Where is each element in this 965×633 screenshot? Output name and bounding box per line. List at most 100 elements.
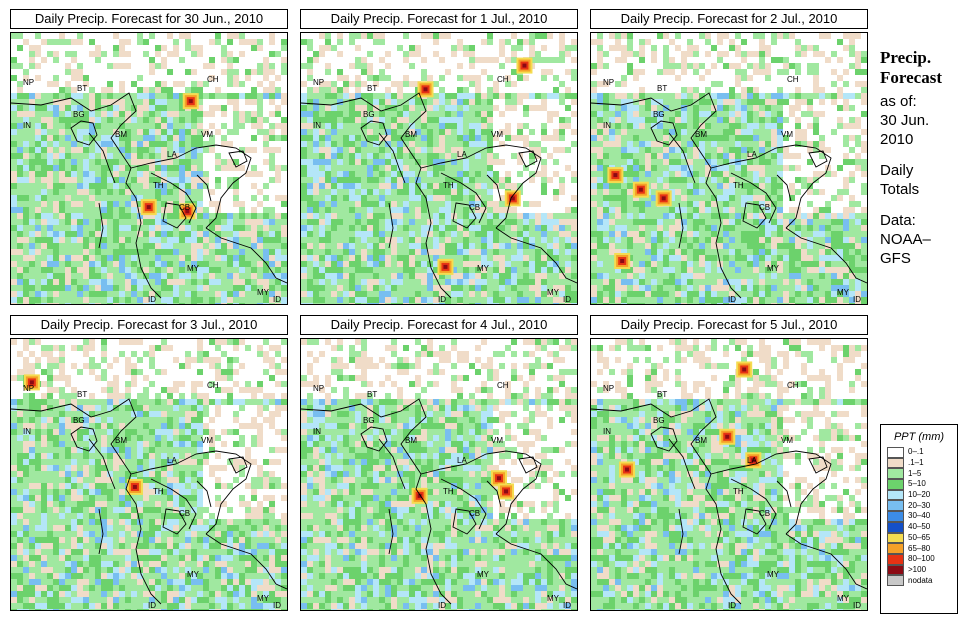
precip-cell <box>777 177 783 183</box>
precip-cell <box>89 207 95 213</box>
precip-cell <box>397 87 403 93</box>
precip-cell <box>571 225 577 231</box>
precip-cell <box>95 213 101 219</box>
precip-cell <box>53 51 59 57</box>
precip-cell <box>487 141 493 147</box>
precip-cell <box>203 255 209 261</box>
precip-cell <box>621 45 627 51</box>
precip-cell <box>609 105 615 111</box>
precip-cell <box>615 147 621 153</box>
precip-cell <box>765 159 771 165</box>
precip-cell <box>615 183 621 189</box>
precip-cell <box>499 195 505 201</box>
precip-cell <box>53 147 59 153</box>
precip-cell <box>657 135 663 141</box>
precip-cell <box>47 123 53 129</box>
precip-cell <box>591 99 597 105</box>
precip-cell <box>535 57 541 63</box>
precip-cell <box>125 117 131 123</box>
precip-cell <box>651 243 657 249</box>
precip-cell <box>451 195 457 201</box>
precip-cell <box>499 297 505 303</box>
precip-cell <box>663 237 669 243</box>
precip-cell <box>627 129 633 135</box>
precip-cell <box>209 63 215 69</box>
precip-cell <box>759 105 765 111</box>
precip-cell <box>149 57 155 63</box>
precip-cell <box>337 273 343 279</box>
precip-cell <box>47 117 53 123</box>
precip-cell <box>831 99 837 105</box>
precip-cell <box>433 39 439 45</box>
precip-cell <box>155 177 161 183</box>
precip-cell <box>89 147 95 153</box>
precip-cell <box>197 81 203 87</box>
precip-cell <box>463 231 469 237</box>
precip-cell <box>819 237 825 243</box>
precip-cell <box>313 213 319 219</box>
precip-cell <box>849 105 855 111</box>
precip-cell <box>319 81 325 87</box>
precip-cell <box>529 213 535 219</box>
precip-cell <box>325 249 331 255</box>
precip-cell <box>155 207 161 213</box>
precip-cell <box>179 249 185 255</box>
precip-cell <box>559 135 565 141</box>
precip-cell <box>493 279 499 285</box>
precip-cell <box>445 177 451 183</box>
precip-cell <box>427 231 433 237</box>
precip-cell <box>541 93 547 99</box>
precip-cell <box>753 237 759 243</box>
precip-cell <box>511 255 517 261</box>
precip-cell <box>705 231 711 237</box>
precip-cell <box>325 297 331 303</box>
precip-cell <box>41 135 47 141</box>
precip-cell <box>747 273 753 279</box>
precip-cell <box>391 135 397 141</box>
precip-cell <box>753 111 759 117</box>
precip-cell <box>337 39 343 45</box>
precip-cell <box>777 129 783 135</box>
precip-cell <box>29 291 35 297</box>
precip-cell <box>47 111 53 117</box>
precip-cell <box>457 273 463 279</box>
precip-cell <box>741 183 747 189</box>
precip-cell <box>753 177 759 183</box>
precip-cell <box>269 123 275 129</box>
precip-cell <box>137 279 143 285</box>
precip-cell <box>783 213 789 219</box>
precip-cell <box>77 93 83 99</box>
precip-cell <box>403 33 409 39</box>
precip-cell <box>753 279 759 285</box>
precip-cell <box>487 75 493 81</box>
precip-cell <box>421 69 427 75</box>
precip-cell <box>699 231 705 237</box>
precip-cell <box>65 69 71 75</box>
precip-cell <box>113 159 119 165</box>
precip-cell <box>493 93 499 99</box>
precip-cell <box>23 39 29 45</box>
precip-cell <box>487 201 493 207</box>
precip-cell <box>771 177 777 183</box>
precip-cell <box>615 39 621 45</box>
precip-cell <box>819 249 825 255</box>
precip-cell <box>505 291 511 297</box>
precip-cell <box>239 33 245 39</box>
precip-cell <box>185 279 191 285</box>
precip-cell <box>475 165 481 171</box>
precip-cell <box>729 129 735 135</box>
precip-cell <box>101 255 107 261</box>
precip-cell <box>307 63 313 69</box>
precip-cell <box>675 267 681 273</box>
precip-cell <box>675 105 681 111</box>
precip-cell <box>47 285 53 291</box>
precip-cell <box>663 183 669 189</box>
precip-cell <box>391 243 397 249</box>
precip-cell <box>319 45 325 51</box>
precip-cell <box>77 99 83 105</box>
precip-cell <box>245 93 251 99</box>
precip-cell <box>711 219 717 225</box>
precip-cell <box>511 231 517 237</box>
precip-cell <box>325 279 331 285</box>
precip-cell <box>681 147 687 153</box>
